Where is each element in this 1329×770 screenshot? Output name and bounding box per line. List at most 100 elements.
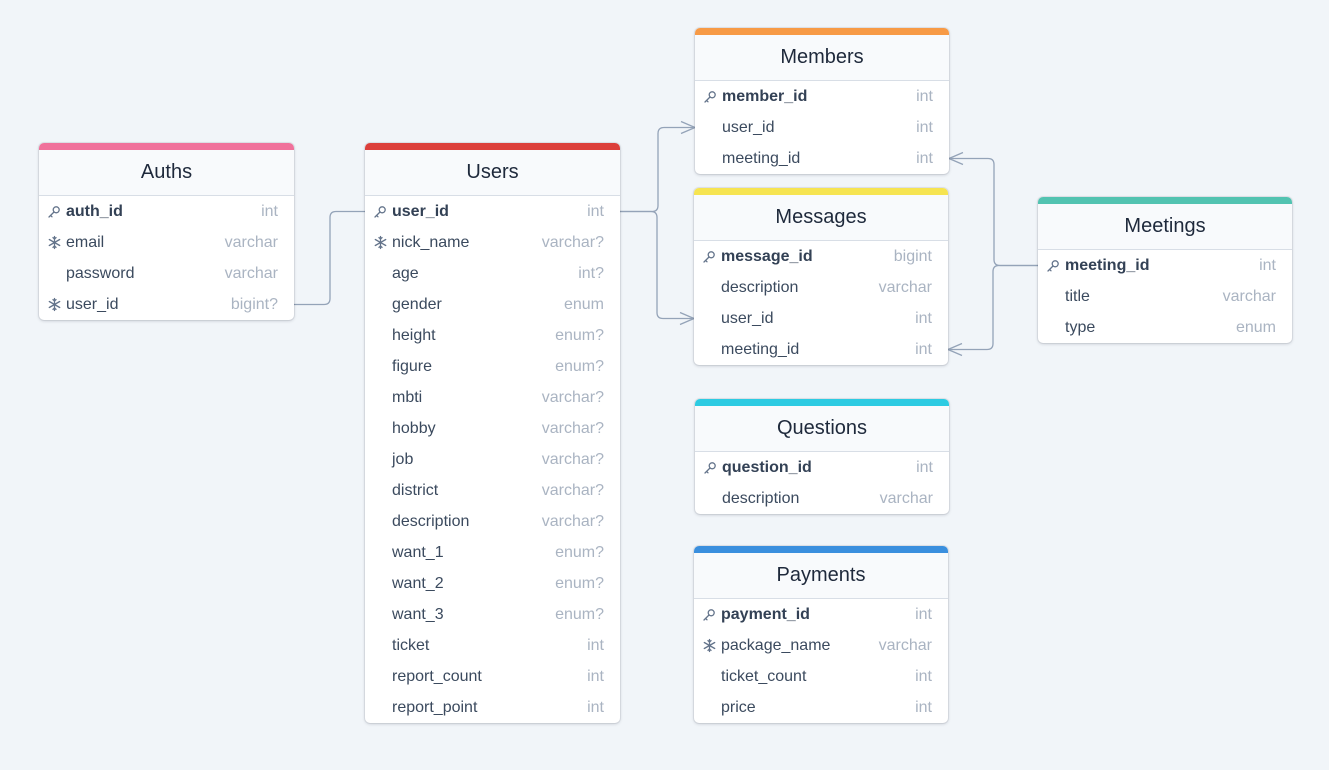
- relation-line[interactable]: [948, 264, 1038, 351]
- field-row[interactable]: want_3 enum?: [365, 599, 620, 630]
- crows-foot-icon[interactable]: [948, 151, 964, 166]
- field-row[interactable]: user_id int: [365, 196, 620, 227]
- field-name: job: [392, 451, 414, 468]
- field-row[interactable]: report_count int: [365, 661, 620, 692]
- field-row[interactable]: figure enum?: [365, 351, 620, 382]
- field-type: int: [915, 606, 932, 623]
- crows-foot-icon[interactable]: [947, 342, 963, 357]
- field-type: enum?: [555, 575, 604, 592]
- table-color-bar: [695, 399, 949, 406]
- field-row[interactable]: email varchar: [39, 227, 294, 258]
- field-row[interactable]: meeting_id int: [695, 143, 949, 174]
- table-title[interactable]: Users: [365, 150, 620, 196]
- snowflake-icon: [701, 630, 717, 661]
- field-row[interactable]: meeting_id int: [1038, 250, 1292, 281]
- relation-line[interactable]: [620, 210, 694, 320]
- field-name: message_id: [721, 248, 813, 265]
- field-row[interactable]: price int: [694, 692, 948, 723]
- field-type: int: [916, 88, 933, 105]
- field-row[interactable]: want_1 enum?: [365, 537, 620, 568]
- field-row[interactable]: gender enum: [365, 289, 620, 320]
- table-title[interactable]: Auths: [39, 150, 294, 196]
- field-row[interactable]: package_name varchar: [694, 630, 948, 661]
- field-row[interactable]: height enum?: [365, 320, 620, 351]
- field-type: varchar?: [541, 420, 604, 437]
- field-name: user_id: [721, 310, 774, 327]
- field-row[interactable]: ticket int: [365, 630, 620, 661]
- field-row[interactable]: user_id bigint?: [39, 289, 294, 320]
- table-title[interactable]: Meetings: [1038, 204, 1292, 250]
- field-name: gender: [392, 296, 442, 313]
- field-type: int: [916, 150, 933, 167]
- field-name: description: [722, 490, 800, 507]
- field-row[interactable]: meeting_id int: [694, 334, 948, 365]
- field-row[interactable]: type enum: [1038, 312, 1292, 343]
- snowflake-icon: [46, 227, 62, 258]
- key-icon: [701, 241, 717, 272]
- field-name: nick_name: [392, 234, 470, 251]
- field-row[interactable]: job varchar?: [365, 444, 620, 475]
- table-title[interactable]: Payments: [694, 553, 948, 599]
- field-type: int?: [578, 265, 604, 282]
- table-auths[interactable]: Auths auth_id int email varchar password varch…: [39, 143, 294, 320]
- field-row[interactable]: user_id int: [695, 112, 949, 143]
- relation-line[interactable]: [620, 126, 695, 213]
- table-title[interactable]: Questions: [695, 406, 949, 452]
- table-title[interactable]: Messages: [694, 195, 948, 241]
- field-type: int: [587, 203, 604, 220]
- field-row[interactable]: age int?: [365, 258, 620, 289]
- field-type: int: [915, 310, 932, 327]
- crows-foot-icon[interactable]: [680, 120, 696, 135]
- field-name: password: [66, 265, 135, 282]
- field-name: hobby: [392, 420, 436, 437]
- relation-line[interactable]: [949, 157, 1038, 267]
- field-row[interactable]: mbti varchar?: [365, 382, 620, 413]
- field-row[interactable]: nick_name varchar?: [365, 227, 620, 258]
- field-row[interactable]: report_point int: [365, 692, 620, 723]
- field-row[interactable]: ticket_count int: [694, 661, 948, 692]
- field-row[interactable]: question_id int: [695, 452, 949, 483]
- field-name: question_id: [722, 459, 812, 476]
- field-row[interactable]: hobby varchar?: [365, 413, 620, 444]
- table-meetings[interactable]: Meetings meeting_id int title varchar type enu…: [1038, 197, 1292, 343]
- field-row[interactable]: description varchar: [695, 483, 949, 514]
- field-type: int: [587, 699, 604, 716]
- field-row[interactable]: district varchar?: [365, 475, 620, 506]
- table-title[interactable]: Members: [695, 35, 949, 81]
- field-row[interactable]: auth_id int: [39, 196, 294, 227]
- field-name: payment_id: [721, 606, 810, 623]
- field-name: ticket: [392, 637, 430, 654]
- field-row[interactable]: payment_id int: [694, 599, 948, 630]
- field-name: report_point: [392, 699, 478, 716]
- field-type: varchar: [224, 234, 278, 251]
- field-row[interactable]: message_id bigint: [694, 241, 948, 272]
- crows-foot-icon[interactable]: [679, 311, 695, 326]
- field-type: int: [587, 668, 604, 685]
- field-row[interactable]: want_2 enum?: [365, 568, 620, 599]
- table-questions[interactable]: Questions question_id int description varcha…: [695, 399, 949, 514]
- relation-line[interactable]: [294, 210, 365, 306]
- field-row[interactable]: password varchar: [39, 258, 294, 289]
- field-row[interactable]: member_id int: [695, 81, 949, 112]
- field-name: meeting_id: [1065, 257, 1150, 274]
- table-messages[interactable]: Messages message_id bigint description varch…: [694, 188, 948, 365]
- field-name: figure: [392, 358, 433, 375]
- field-row[interactable]: title varchar: [1038, 281, 1292, 312]
- field-type: varchar: [224, 265, 278, 282]
- field-row[interactable]: description varchar: [694, 272, 948, 303]
- table-payments[interactable]: Payments payment_id int package_name varchar…: [694, 546, 948, 723]
- table-users[interactable]: Users user_id int nick_name varchar? age int? g…: [365, 143, 620, 723]
- table-color-bar: [1038, 197, 1292, 204]
- field-row[interactable]: user_id int: [694, 303, 948, 334]
- field-row[interactable]: description varchar?: [365, 506, 620, 537]
- field-name: want_3: [392, 606, 444, 623]
- field-name: want_2: [392, 575, 444, 592]
- field-type: int: [916, 459, 933, 476]
- field-type: enum?: [555, 327, 604, 344]
- table-members[interactable]: Members member_id int user_id int meeting_id i…: [695, 28, 949, 174]
- field-type: enum?: [555, 606, 604, 623]
- field-name: type: [1065, 319, 1096, 336]
- field-type: enum?: [555, 544, 604, 561]
- field-type: varchar: [878, 637, 932, 654]
